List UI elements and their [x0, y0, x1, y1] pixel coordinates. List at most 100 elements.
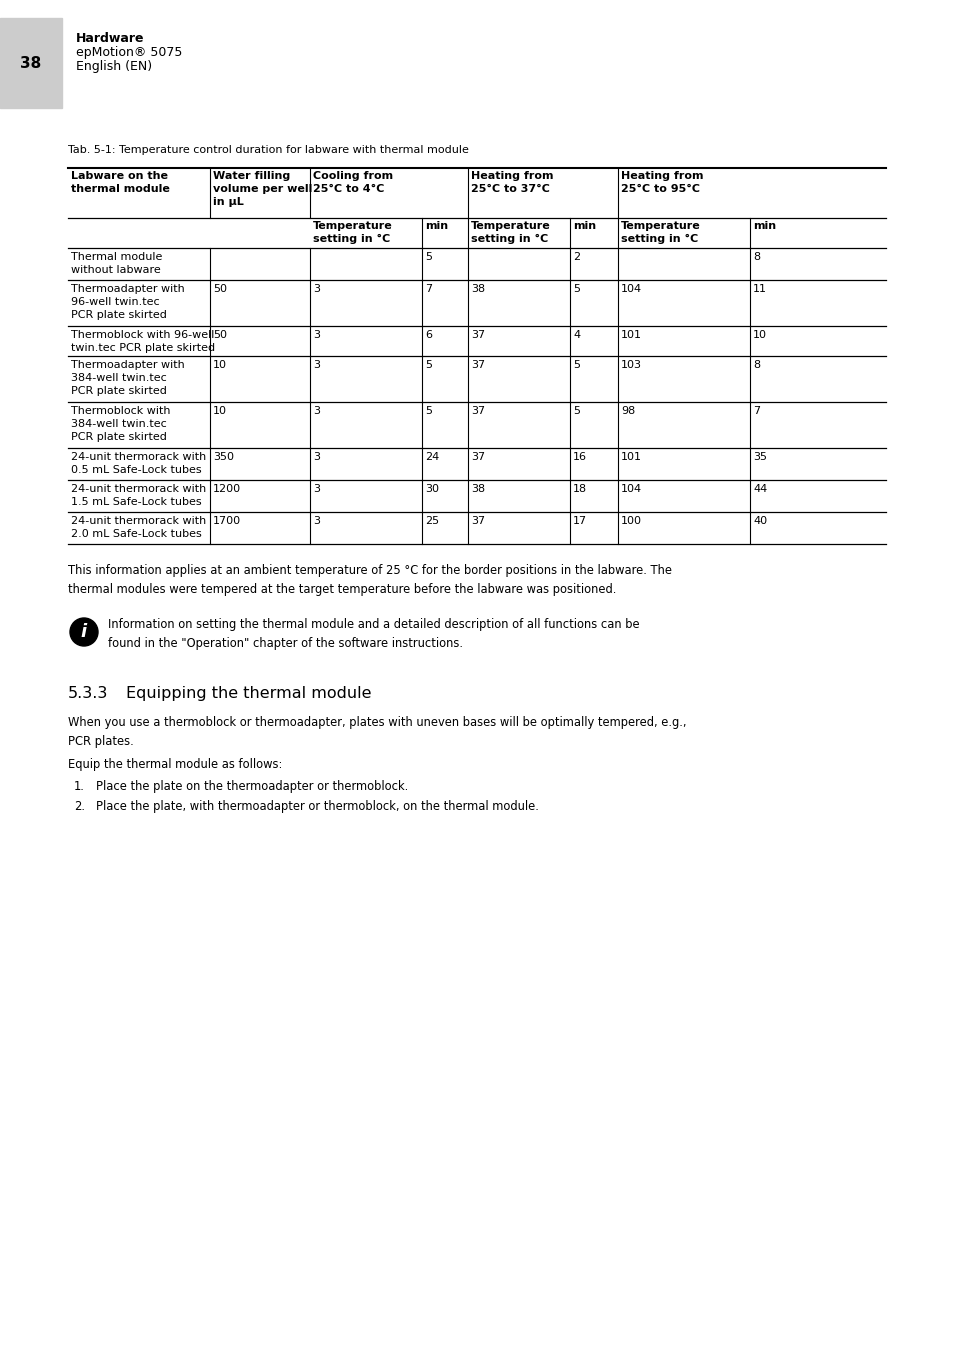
Text: 3: 3 — [313, 360, 319, 370]
Text: 384-well twin.tec: 384-well twin.tec — [71, 373, 167, 383]
Text: 37: 37 — [471, 360, 485, 370]
Text: 104: 104 — [620, 284, 641, 294]
Text: Cooling from: Cooling from — [313, 171, 393, 181]
Text: 7: 7 — [752, 406, 760, 416]
Text: 17: 17 — [573, 516, 586, 526]
Text: 37: 37 — [471, 329, 485, 340]
Text: 4: 4 — [573, 329, 579, 340]
Text: 1.: 1. — [74, 780, 85, 792]
Text: in μL: in μL — [213, 197, 244, 207]
Text: Temperature: Temperature — [620, 221, 700, 231]
Text: 24-unit thermorack with: 24-unit thermorack with — [71, 516, 206, 526]
Text: 18: 18 — [573, 485, 586, 494]
Text: Tab. 5-1: Temperature control duration for labware with thermal module: Tab. 5-1: Temperature control duration f… — [68, 144, 468, 155]
Text: 5: 5 — [573, 360, 579, 370]
Text: Thermoadapter with: Thermoadapter with — [71, 284, 185, 294]
Text: 3: 3 — [313, 284, 319, 294]
Text: 101: 101 — [620, 329, 641, 340]
Text: This information applies at an ambient temperature of 25 °C for the border posit: This information applies at an ambient t… — [68, 564, 671, 595]
Text: 37: 37 — [471, 452, 485, 462]
Text: Hardware: Hardware — [76, 32, 144, 45]
Text: PCR plate skirted: PCR plate skirted — [71, 386, 167, 396]
Text: 5: 5 — [573, 284, 579, 294]
Text: 38: 38 — [471, 485, 485, 494]
Text: thermal module: thermal module — [71, 184, 170, 194]
Text: 3: 3 — [313, 452, 319, 462]
Text: 101: 101 — [620, 452, 641, 462]
Text: Thermoblock with 96-well: Thermoblock with 96-well — [71, 329, 214, 340]
Text: Thermal module: Thermal module — [71, 252, 162, 262]
Text: 24-unit thermorack with: 24-unit thermorack with — [71, 485, 206, 494]
Text: Equipping the thermal module: Equipping the thermal module — [126, 686, 371, 701]
Text: Heating from: Heating from — [471, 171, 553, 181]
Text: 5.3.3: 5.3.3 — [68, 686, 109, 701]
Text: 10: 10 — [213, 360, 227, 370]
Text: 50: 50 — [213, 284, 227, 294]
Text: 3: 3 — [313, 406, 319, 416]
Text: 25°C to 37°C: 25°C to 37°C — [471, 184, 549, 194]
Text: 25°C to 95°C: 25°C to 95°C — [620, 184, 700, 194]
Text: 1.5 mL Safe-Lock tubes: 1.5 mL Safe-Lock tubes — [71, 497, 201, 508]
Text: 98: 98 — [620, 406, 635, 416]
Text: 104: 104 — [620, 485, 641, 494]
Text: setting in °C: setting in °C — [620, 234, 698, 244]
Text: 1200: 1200 — [213, 485, 241, 494]
Text: without labware: without labware — [71, 265, 161, 275]
Text: 0.5 mL Safe-Lock tubes: 0.5 mL Safe-Lock tubes — [71, 464, 201, 475]
Text: 2: 2 — [573, 252, 579, 262]
Text: setting in °C: setting in °C — [471, 234, 548, 244]
Text: min: min — [424, 221, 448, 231]
Text: 50: 50 — [213, 329, 227, 340]
Text: PCR plate skirted: PCR plate skirted — [71, 432, 167, 441]
Bar — [0, 18, 62, 108]
Text: volume per well: volume per well — [213, 184, 312, 194]
Text: 10: 10 — [213, 406, 227, 416]
Text: 37: 37 — [471, 516, 485, 526]
Text: Heating from: Heating from — [620, 171, 702, 181]
Text: When you use a thermoblock or thermoadapter, plates with uneven bases will be op: When you use a thermoblock or thermoadap… — [68, 716, 686, 748]
Text: 5: 5 — [424, 252, 432, 262]
Text: 3: 3 — [313, 329, 319, 340]
Text: 96-well twin.tec: 96-well twin.tec — [71, 297, 159, 306]
Text: 3: 3 — [313, 485, 319, 494]
Text: epMotion® 5075: epMotion® 5075 — [76, 46, 182, 59]
Text: i: i — [81, 622, 87, 641]
Text: Temperature: Temperature — [471, 221, 550, 231]
Text: 30: 30 — [424, 485, 438, 494]
Text: 2.: 2. — [74, 801, 85, 813]
Text: 8: 8 — [752, 360, 760, 370]
Text: 38: 38 — [20, 55, 42, 70]
Text: 37: 37 — [471, 406, 485, 416]
Text: 44: 44 — [752, 485, 766, 494]
Circle shape — [70, 618, 98, 647]
Text: 2.0 mL Safe-Lock tubes: 2.0 mL Safe-Lock tubes — [71, 529, 201, 539]
Text: 24-unit thermorack with: 24-unit thermorack with — [71, 452, 206, 462]
Text: Thermoadapter with: Thermoadapter with — [71, 360, 185, 370]
Text: Water filling: Water filling — [213, 171, 290, 181]
Text: 350: 350 — [213, 452, 233, 462]
Text: Thermoblock with: Thermoblock with — [71, 406, 171, 416]
Text: setting in °C: setting in °C — [313, 234, 390, 244]
Text: 6: 6 — [424, 329, 432, 340]
Text: Place the plate on the thermoadapter or thermoblock.: Place the plate on the thermoadapter or … — [96, 780, 408, 792]
Text: 5: 5 — [424, 406, 432, 416]
Text: Temperature: Temperature — [313, 221, 393, 231]
Text: 5: 5 — [573, 406, 579, 416]
Text: 35: 35 — [752, 452, 766, 462]
Text: twin.tec PCR plate skirted: twin.tec PCR plate skirted — [71, 343, 214, 352]
Text: 11: 11 — [752, 284, 766, 294]
Text: 5: 5 — [424, 360, 432, 370]
Text: 10: 10 — [752, 329, 766, 340]
Text: 38: 38 — [471, 284, 485, 294]
Text: 24: 24 — [424, 452, 438, 462]
Text: English (EN): English (EN) — [76, 59, 152, 73]
Text: Information on setting the thermal module and a detailed description of all func: Information on setting the thermal modul… — [108, 618, 639, 649]
Text: 7: 7 — [424, 284, 432, 294]
Text: 40: 40 — [752, 516, 766, 526]
Text: Equip the thermal module as follows:: Equip the thermal module as follows: — [68, 757, 282, 771]
Text: Labware on the: Labware on the — [71, 171, 168, 181]
Text: PCR plate skirted: PCR plate skirted — [71, 310, 167, 320]
Text: 100: 100 — [620, 516, 641, 526]
Text: 384-well twin.tec: 384-well twin.tec — [71, 418, 167, 429]
Text: 25: 25 — [424, 516, 438, 526]
